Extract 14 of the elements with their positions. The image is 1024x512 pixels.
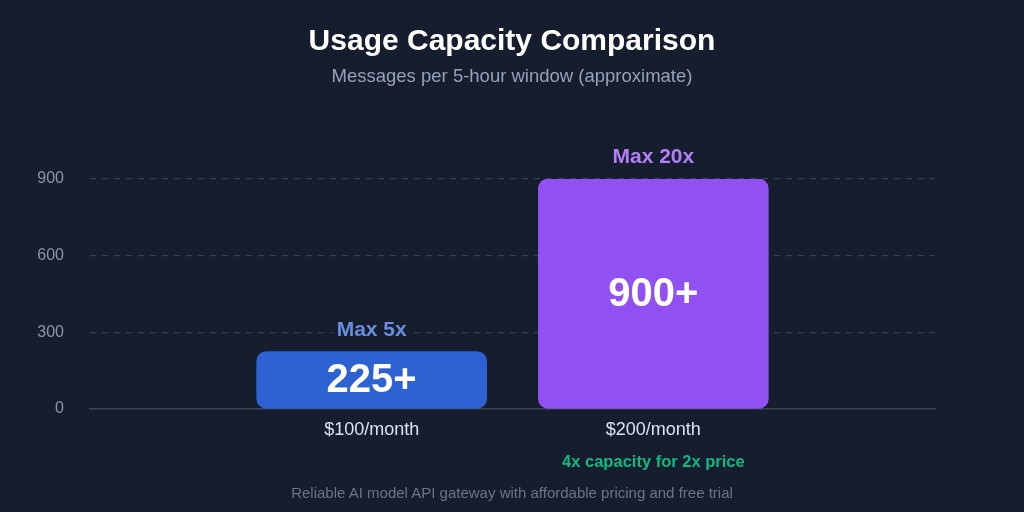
text: 4x capacity for 2x price [562, 451, 745, 470]
y-tick-label: 600 [37, 246, 65, 264]
x-tick-label: $200/month [605, 418, 701, 439]
text: Reliable AI model API gateway with affordable pricing and free trial [291, 484, 733, 502]
series-label: Max 5x [336, 316, 408, 340]
chart-title: Usage Capacity Comparison [308, 23, 716, 57]
y-tick-label: 900 [37, 169, 65, 187]
data-label: 225+ [326, 355, 417, 400]
x-tick-label: $100/month [324, 418, 420, 439]
data-label: 900+ [608, 269, 699, 314]
y-tick-label: 0 [55, 399, 65, 417]
y-tick-label: 300 [37, 322, 65, 340]
chart-subtitle: Messages per 5-hour window (approximate) [331, 65, 693, 87]
series-label: Max 20x [612, 144, 695, 167]
